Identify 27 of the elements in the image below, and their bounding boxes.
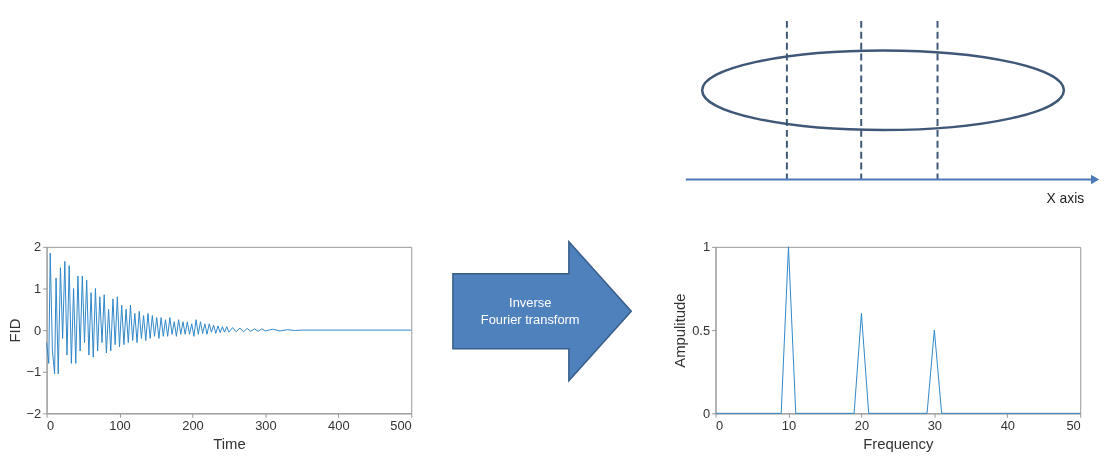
y-tick-label: 1 [33,280,42,296]
x-tick-label: 300 [255,417,277,433]
x-tick-label: 40 [1000,417,1015,433]
text: X axis [1046,190,1085,207]
x-tick-label: 10 [781,417,797,433]
x-axis-title: Time [213,435,246,452]
x-tick-label: 100 [109,417,131,433]
text: Inverse Fourier transform [480,295,580,328]
y-tick-label: −2 [26,405,42,421]
y-axis-title: FID [6,318,23,343]
x-tick-label: 500 [390,417,412,433]
x-tick-label: 0 [716,417,724,433]
x-tick-label: 200 [182,417,204,433]
x-tick-label: 30 [927,417,943,433]
x-tick-label: 20 [854,417,870,433]
y-tick-label: 0 [702,405,711,421]
line-series [46,252,412,375]
y-tick-label: −1 [26,364,42,380]
y-axis-title: Ampulitude [672,293,689,368]
x-tick-label: 50 [1066,417,1081,433]
x-tick-label: 400 [328,417,350,433]
x-tick-label: 0 [47,417,55,433]
x-axis-title: Frequency [863,435,935,452]
y-tick-label: 2 [33,239,42,255]
y-tick-label: 1 [702,239,711,255]
y-tick-label: 0.5 [692,322,711,338]
y-tick-label: 0 [33,322,42,338]
